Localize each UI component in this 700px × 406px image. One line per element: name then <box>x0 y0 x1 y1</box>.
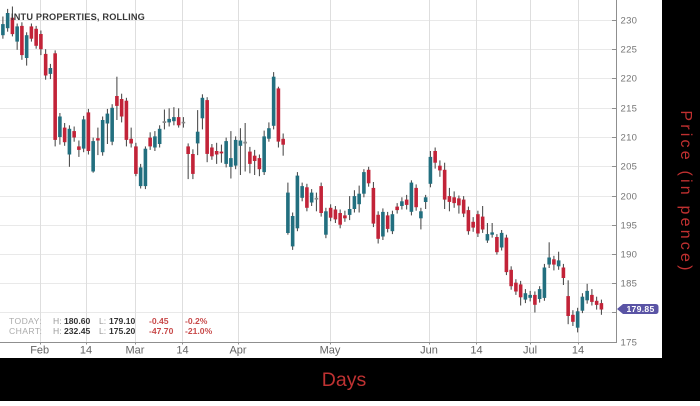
svg-text:Mar: Mar <box>126 345 145 357</box>
svg-text:200: 200 <box>621 192 638 203</box>
svg-text:190: 190 <box>621 250 638 261</box>
svg-text:Jun: Jun <box>420 345 438 357</box>
svg-text:L:: L: <box>99 316 106 326</box>
svg-text:H:: H: <box>53 326 62 336</box>
svg-text:L:: L: <box>99 326 106 336</box>
svg-text:-47.70: -47.70 <box>149 326 174 336</box>
svg-text:CHART:: CHART: <box>9 326 42 336</box>
svg-text:195: 195 <box>621 221 638 232</box>
svg-text:May: May <box>320 345 341 357</box>
svg-text:-0.45: -0.45 <box>149 316 169 326</box>
svg-text:TODAY:: TODAY: <box>9 316 42 326</box>
svg-text:14: 14 <box>470 345 482 357</box>
svg-text:220: 220 <box>621 74 638 85</box>
svg-text:179.10: 179.10 <box>109 316 136 326</box>
svg-text:-21.0%: -21.0% <box>185 326 213 336</box>
svg-text:H:: H: <box>53 316 62 326</box>
svg-text:-0.2%: -0.2% <box>185 316 208 326</box>
svg-text:205: 205 <box>621 162 638 173</box>
svg-text:Price (in pence): Price (in pence) <box>677 110 694 273</box>
svg-text:179.85: 179.85 <box>626 304 654 314</box>
svg-text:14: 14 <box>572 345 584 357</box>
svg-text:232.45: 232.45 <box>64 326 91 336</box>
svg-text:Jul: Jul <box>523 345 537 357</box>
svg-text:Apr: Apr <box>229 345 246 357</box>
svg-text:14: 14 <box>176 345 188 357</box>
svg-text:210: 210 <box>621 133 638 144</box>
svg-text:215: 215 <box>621 104 638 115</box>
svg-text:175: 175 <box>621 338 638 349</box>
svg-text:185: 185 <box>621 279 638 290</box>
svg-text:Days: Days <box>322 369 367 391</box>
svg-text:Feb: Feb <box>30 345 49 357</box>
svg-text:225: 225 <box>621 45 638 56</box>
svg-text:14: 14 <box>80 345 92 357</box>
svg-text:230: 230 <box>621 16 638 27</box>
svg-text:INTU PROPERTIES, ROLLING: INTU PROPERTIES, ROLLING <box>11 12 145 22</box>
svg-text:180.60: 180.60 <box>64 316 91 326</box>
svg-text:175.20: 175.20 <box>109 326 136 336</box>
